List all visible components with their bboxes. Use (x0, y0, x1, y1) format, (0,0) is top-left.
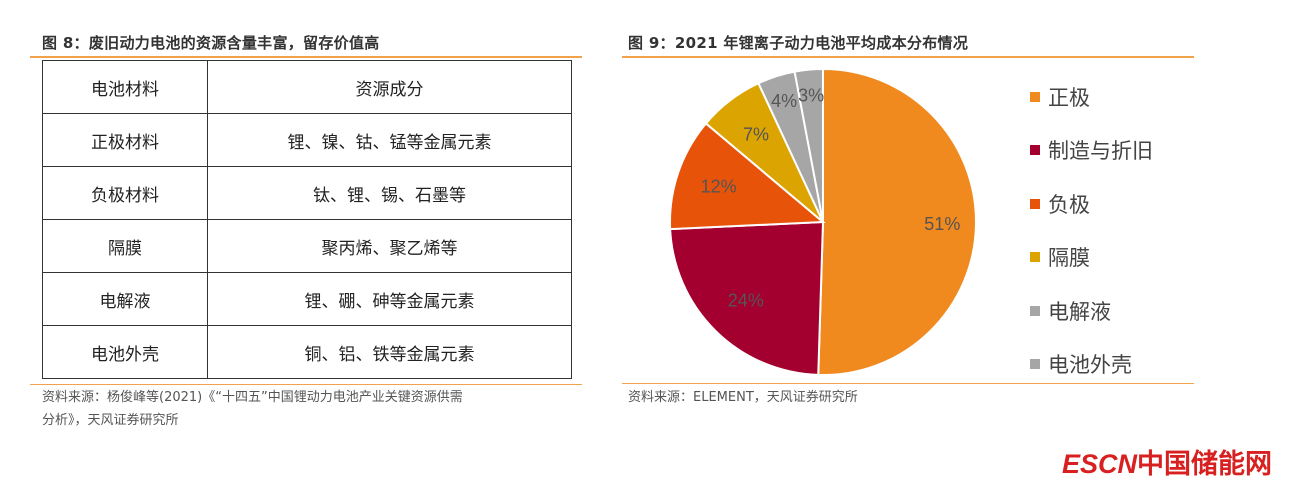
pie-data-label-0: 51% (924, 214, 960, 234)
figure9-title-rule (622, 56, 1194, 58)
figure9-title: 图 9：2021 年锂离子动力电池平均成本分布情况 (628, 34, 969, 52)
table-row: 电解液 锂、硼、砷等金属元素 (42, 272, 572, 326)
figure8-bottom-rule (30, 384, 582, 385)
legend-item-3: 隔膜 (1030, 231, 1153, 285)
legend-label: 正极 (1048, 85, 1090, 110)
table-cell-composition: 铜、铝、铁等金属元素 (207, 325, 572, 379)
table-cell-composition: 钛、锂、锡、石墨等 (207, 166, 572, 220)
table-cell-composition: 聚丙烯、聚乙烯等 (207, 219, 572, 273)
table-cell-material: 正极材料 (42, 113, 208, 167)
legend-label: 电解液 (1048, 299, 1111, 324)
legend-item-0: 正极 (1030, 70, 1153, 124)
table-cell-material: 隔膜 (42, 219, 208, 273)
pie-data-label-5: 3% (798, 86, 824, 106)
table-cell-material: 负极材料 (42, 166, 208, 220)
logo-cn-text: 中国储能网 (1137, 449, 1273, 480)
legend-swatch (1030, 91, 1040, 102)
table-cell-composition: 锂、镍、钴、锰等金属元素 (207, 113, 572, 167)
pie-slice-2 (669, 122, 826, 231)
table-row: 隔膜 聚丙烯、聚乙烯等 (42, 219, 572, 273)
pie-data-label-1: 24% (728, 290, 764, 310)
legend-item-4: 电解液 (1030, 284, 1153, 338)
cost-pie-chart: 51% 24% 12% 7%4% 3% (669, 67, 977, 376)
figure9-source: 资料来源：ELEMENT，天风证券研究所 (628, 390, 858, 405)
table-row: 负极材料 钛、锂、锡、石墨等 (42, 166, 572, 220)
table-cell-composition: 锂、硼、砷等金属元素 (207, 272, 572, 326)
figure8-source-line1: 资料来源：杨俊峰等(2021)《“十四五”中国锂动力电池产业关键资源供需 (42, 390, 463, 405)
legend-swatch (1030, 252, 1040, 263)
legend-label: 制造与折旧 (1048, 139, 1153, 164)
legend-label: 电池外壳 (1048, 353, 1132, 378)
legend-label: 负极 (1048, 192, 1090, 217)
table-row: 正极材料 锂、镍、钴、锰等金属元素 (42, 113, 572, 167)
legend-label: 隔膜 (1048, 246, 1090, 271)
legend-swatch (1030, 359, 1040, 370)
resource-table: 电池材料 资源成分 正极材料 锂、镍、钴、锰等金属元素 负极材料 钛、锂、锡、石… (42, 60, 572, 379)
table-header-cell: 资源成分 (207, 60, 572, 114)
legend-item-1: 制造与折旧 (1030, 124, 1153, 178)
legend-item-2: 负极 (1030, 177, 1153, 231)
table-header-row: 电池材料 资源成分 (42, 60, 572, 114)
legend-swatch (1030, 305, 1040, 316)
figure8-source: 资料来源：杨俊峰等(2021)《“十四五”中国锂动力电池产业关键资源供需 分析》… (42, 386, 463, 432)
pie-data-label-3: 7% (743, 125, 769, 145)
table-cell-material: 电解液 (42, 272, 208, 326)
legend-swatch (1030, 145, 1040, 156)
table-row: 电池外壳 铜、铝、铁等金属元素 (42, 325, 572, 379)
pie-data-label-2: 12% (701, 177, 737, 197)
pie-slice-5 (793, 67, 824, 223)
legend-item-5: 电池外壳 (1030, 338, 1153, 392)
table-cell-material: 电池外壳 (42, 325, 208, 379)
figure8-title-rule (30, 56, 582, 58)
legend-swatch (1030, 198, 1040, 209)
pie-legend: 正极制造与折旧负极隔膜电解液电池外壳 (1030, 70, 1153, 391)
table-header-cell: 电池材料 (42, 60, 208, 114)
figure9-bottom-rule (622, 383, 1194, 384)
figure8-title: 图 8：废旧动力电池的资源含量丰富，留存价值高 (42, 34, 380, 52)
logo-latin-text: ESCN (1062, 449, 1138, 479)
pie-data-label-4: 4% (771, 91, 797, 111)
escn-logo: ESCN中国储能网 (1062, 442, 1272, 481)
pie-slice-0 (817, 67, 977, 376)
pie-slice-1 (669, 220, 825, 376)
figure8-source-line2: 分析》，天风证券研究所 (42, 413, 179, 428)
